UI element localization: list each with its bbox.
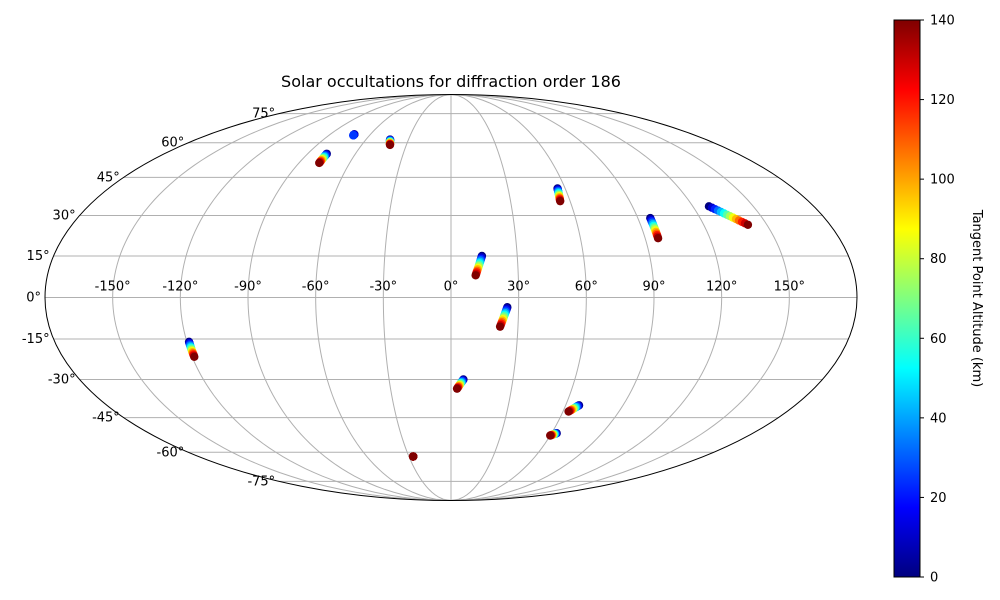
colorbar-tick-label: 60: [930, 332, 947, 347]
colorbar-gradient: [893, 19, 921, 578]
colorbar-tick-label: 120: [930, 93, 955, 108]
map-border: [44, 94, 858, 501]
lat-tick-label: -30°: [48, 373, 76, 388]
lon-tick-label: 120°: [706, 280, 737, 295]
colorbar-tick-label: 140: [930, 14, 955, 29]
occultation-point: [385, 140, 395, 150]
lon-gridline: [450, 94, 587, 501]
colorbar-label: Tangent Point Altitude (km): [969, 209, 984, 387]
occultation-point: [653, 234, 663, 243]
chart-title: Solar occultations for diffraction order…: [281, 72, 621, 91]
lon-gridline: [450, 94, 655, 501]
lat-tick-label: -15°: [22, 332, 50, 347]
occultation-point: [315, 158, 324, 168]
occultation-point: [564, 407, 573, 416]
lon-tick-label: -150°: [95, 280, 131, 295]
lat-tick-label: -75°: [247, 474, 275, 489]
occultation-point: [349, 131, 358, 140]
lon-gridline: [382, 94, 452, 501]
lon-gridline: [247, 94, 452, 501]
gridlines: [45, 94, 857, 501]
lon-gridline: [112, 94, 452, 501]
lon-tick-label: 60°: [575, 280, 598, 295]
lat-tick-label: 30°: [53, 208, 76, 223]
lat-tick-label: -60°: [157, 445, 185, 460]
longitude-tick-labels: -150° -120° -90° -60° -30° 0° 30° 60° 90° 120° 150…: [95, 280, 805, 295]
lon-tick-label: 0°: [444, 280, 459, 295]
occultation-point: [546, 431, 555, 440]
lon-tick-label: -90°: [234, 280, 262, 295]
lon-gridline: [179, 94, 452, 501]
occultation-point: [408, 452, 418, 461]
occultation-point: [452, 384, 462, 393]
latitude-tick-labels: -75° -60° -45° -30° -15° 0° 15° 30° 45° 60° 75°: [22, 107, 275, 490]
colorbar-tick-label: 100: [930, 173, 955, 188]
lat-tick-label: 15°: [27, 249, 50, 264]
occultation-point: [743, 220, 753, 229]
colorbar-ticks: 0 20 40 60 80 100 120 140: [920, 14, 955, 586]
lon-gridline: [450, 94, 520, 501]
lon-tick-label: 90°: [642, 280, 665, 295]
lon-gridline: [450, 94, 790, 501]
occultation-point: [555, 196, 565, 206]
colorbar-tick-label: 20: [930, 491, 947, 506]
lat-tick-label: 45°: [97, 170, 120, 185]
lat-tick-label: 60°: [161, 136, 184, 151]
lon-gridline: [450, 94, 723, 501]
occultation-point: [190, 352, 199, 361]
lon-tick-label: 150°: [774, 280, 805, 295]
colorbar-tick-label: 40: [930, 411, 947, 426]
lat-tick-label: -45°: [92, 411, 120, 426]
occultation-points: [184, 130, 753, 461]
lon-tick-label: -120°: [162, 280, 198, 295]
colorbar: 0 20 40 60 80 100 120 140 Tangent Point Altitud…: [893, 14, 984, 586]
colorbar-tick-label: 80: [930, 252, 947, 267]
lon-tick-label: -30°: [369, 280, 397, 295]
occultation-point: [471, 271, 480, 280]
map-area: [45, 94, 857, 501]
lon-tick-label: 30°: [507, 280, 530, 295]
lon-gridline: [315, 94, 452, 501]
colorbar-tick-label: 0: [930, 571, 938, 586]
lat-tick-label: 0°: [26, 291, 41, 306]
occultation-point: [495, 322, 505, 331]
lon-tick-label: -60°: [302, 280, 330, 295]
lat-tick-label: 75°: [252, 107, 275, 122]
